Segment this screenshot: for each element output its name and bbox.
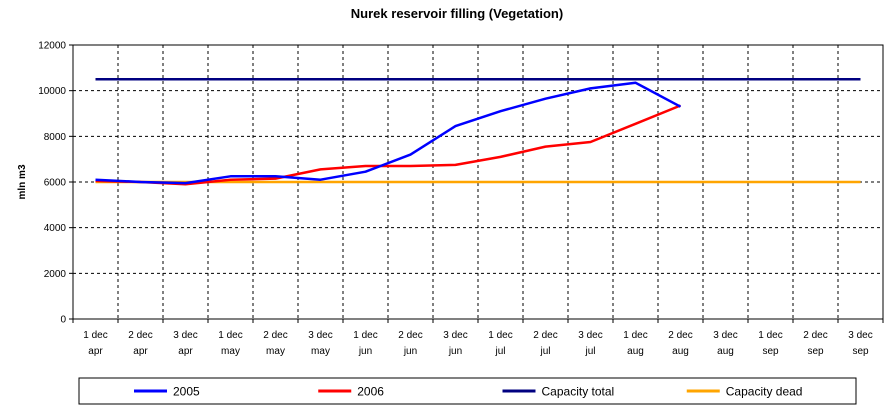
legend-label-2006: 2006 bbox=[357, 385, 384, 399]
x-tick-label: 2 dec bbox=[668, 330, 692, 341]
x-tick-label: jun bbox=[358, 346, 372, 357]
x-tick-label: 1 dec bbox=[623, 330, 647, 341]
x-tick-label: sep bbox=[762, 346, 779, 357]
y-tick-label: 10000 bbox=[38, 86, 66, 97]
y-axis-label: mln m3 bbox=[17, 164, 28, 199]
x-tick-label: 2 dec bbox=[803, 330, 827, 341]
y-tick-label: 12000 bbox=[38, 41, 66, 52]
x-tick-label: apr bbox=[133, 346, 148, 357]
x-tick-label: 1 dec bbox=[83, 330, 107, 341]
x-tick-label: 1 dec bbox=[218, 330, 242, 341]
x-tick-label: aug bbox=[717, 346, 734, 357]
plot-area: 0 2000 4000 6000 8000 10000 12000 1 dec apr 2 dec… bbox=[38, 41, 884, 357]
x-tick-label: aug bbox=[627, 346, 644, 357]
x-tick-label: 3 dec bbox=[578, 330, 602, 341]
x-tick-label: sep bbox=[807, 346, 824, 357]
legend-label-capacity-dead: Capacity dead bbox=[726, 385, 803, 399]
x-tick-label: jul bbox=[539, 346, 550, 357]
x-tick-label: jul bbox=[494, 346, 505, 357]
chart-title: Nurek reservoir filling (Vegetation) bbox=[351, 6, 563, 21]
x-tick-label: may bbox=[266, 346, 285, 357]
x-tick-label: 3 dec bbox=[308, 330, 332, 341]
x-tick-label: jul bbox=[584, 346, 595, 357]
x-tick-label: 1 dec bbox=[353, 330, 377, 341]
x-tick-label: 1 dec bbox=[758, 330, 782, 341]
y-tick-label: 4000 bbox=[44, 223, 67, 234]
y-tick-label: 6000 bbox=[44, 178, 67, 189]
x-tick-label: jun bbox=[448, 346, 462, 357]
x-tick-label: 1 dec bbox=[488, 330, 512, 341]
x-tick-label: 2 dec bbox=[398, 330, 422, 341]
y-tick-label: 8000 bbox=[44, 132, 67, 143]
x-tick-label: apr bbox=[178, 346, 193, 357]
x-tick-label: may bbox=[311, 346, 330, 357]
x-tick-label: 3 dec bbox=[443, 330, 467, 341]
series-line-2005 bbox=[95, 81, 682, 185]
legend-label-capacity-total: Capacity total bbox=[542, 385, 615, 399]
x-tick-label: 3 dec bbox=[848, 330, 872, 341]
y-tick-label: 2000 bbox=[44, 269, 67, 280]
legend: 2005 2006 Capacity total Capacity dead bbox=[78, 377, 857, 405]
x-tick-label: sep bbox=[852, 346, 869, 357]
x-tick-label: 2 dec bbox=[263, 330, 287, 341]
x-tick-label: apr bbox=[88, 346, 103, 357]
x-tick-label: may bbox=[221, 346, 240, 357]
x-tick-label: aug bbox=[672, 346, 689, 357]
legend-box bbox=[78, 377, 857, 405]
y-tick-label: 0 bbox=[60, 315, 66, 326]
x-tick-label: jun bbox=[403, 346, 417, 357]
x-tick-label: 3 dec bbox=[713, 330, 737, 341]
x-tick-label: 3 dec bbox=[173, 330, 197, 341]
legend-label-2005: 2005 bbox=[173, 385, 200, 399]
series-line-2006 bbox=[95, 104, 681, 186]
x-tick-label: 2 dec bbox=[533, 330, 557, 341]
x-tick-label: 2 dec bbox=[128, 330, 152, 341]
